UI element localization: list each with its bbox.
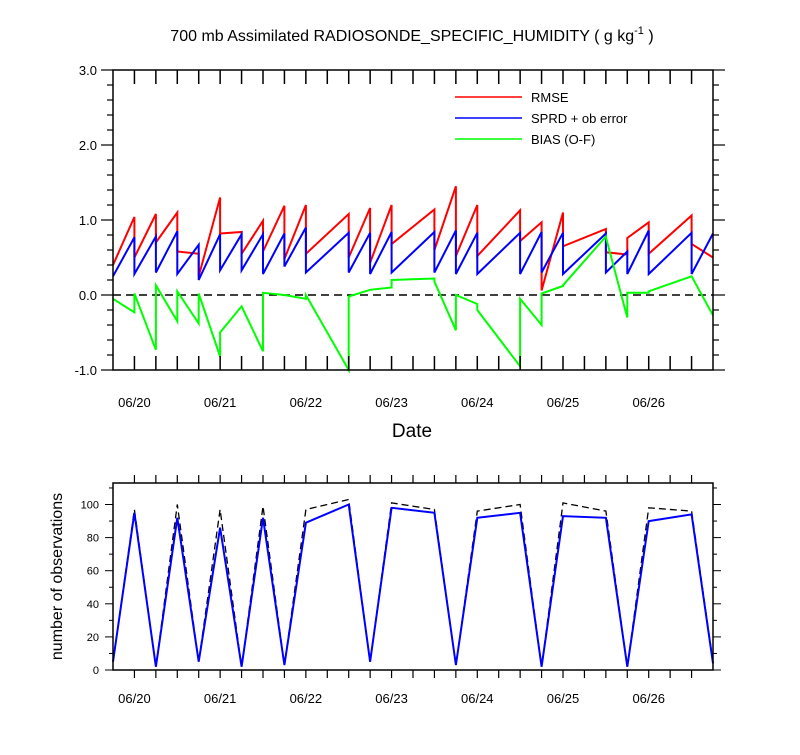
- chart-title-tail: ): [644, 28, 654, 45]
- x-tick-label: 06/20: [118, 691, 151, 706]
- y-axis-label: number of observations: [49, 493, 66, 660]
- x-tick-label: 06/21: [204, 395, 237, 410]
- series-line-sprd-ob-error: [112, 227, 714, 281]
- y-tick-label: 80: [87, 533, 99, 545]
- y-tick-label: 0.0: [79, 288, 97, 303]
- legend-label: SPRD + ob error: [531, 111, 628, 126]
- x-tick-label: 06/25: [547, 691, 580, 706]
- x-tick-label: 06/24: [461, 395, 494, 410]
- x-tick-label: 06/23: [375, 395, 408, 410]
- y-tick-label: 100: [81, 500, 99, 512]
- y-tick-label: 0: [93, 665, 99, 677]
- y-tick-label: 60: [87, 566, 99, 578]
- bottom-panel: 0 20 40 60 80 100 06/20 06/21 06/22 06/23 06/24 06/…: [49, 475, 721, 706]
- y-tick-label: 1.0: [79, 213, 97, 228]
- y-tick-label: 20: [87, 632, 99, 644]
- chart-title: 700 mb Assimilated RADIOSONDE_SPECIFIC_H…: [170, 25, 653, 45]
- x-tick-label: 06/20: [118, 395, 151, 410]
- x-tick-label: 06/21: [204, 691, 237, 706]
- y-tick-label: 3.0: [79, 63, 97, 78]
- y-tick-label: 2.0: [79, 138, 97, 153]
- x-tick-label: 06/22: [290, 691, 323, 706]
- y-tick-label: 40: [87, 599, 99, 611]
- top-panel: 700 mb Assimilated RADIOSONDE_SPECIFIC_H…: [75, 25, 725, 442]
- series-line-rmse: [112, 185, 714, 291]
- x-tick-label: 06/26: [632, 691, 665, 706]
- obs-solid-line: [112, 503, 714, 667]
- x-tick-label: 06/24: [461, 691, 494, 706]
- series-line-bias-o-f-: [112, 233, 714, 374]
- legend-label: RMSE: [531, 90, 569, 105]
- legend-label: BIAS (O-F): [531, 132, 595, 147]
- x-tick-label: 06/22: [290, 395, 323, 410]
- x-tick-label: 06/25: [547, 395, 580, 410]
- x-axis-label: Date: [392, 421, 432, 442]
- chart-title-exponent: -1: [634, 25, 644, 37]
- x-tick-label: 06/26: [632, 395, 665, 410]
- y-tick-label: -1.0: [75, 363, 97, 378]
- x-tick-label: 06/23: [375, 691, 408, 706]
